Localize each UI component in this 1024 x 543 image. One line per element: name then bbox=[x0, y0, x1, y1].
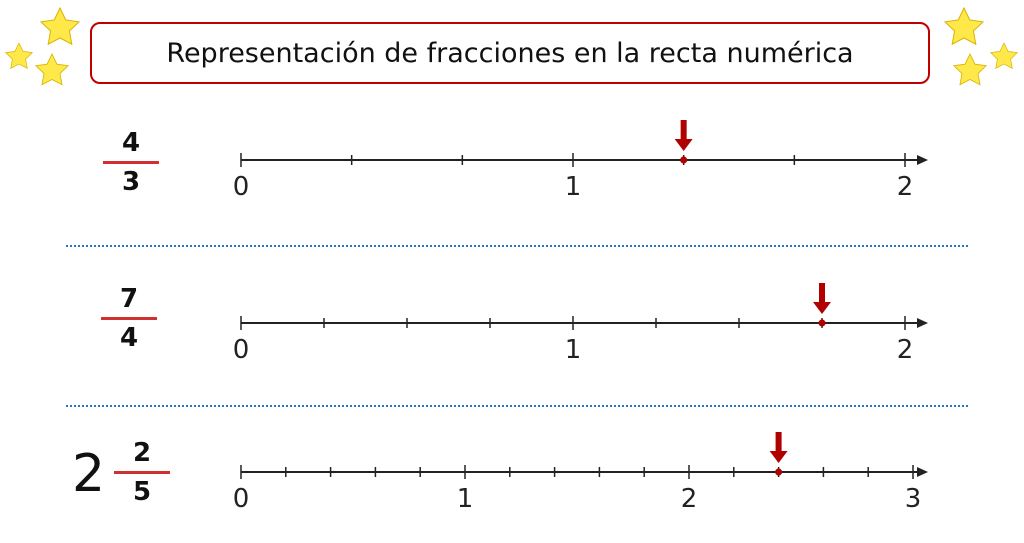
number-line-2-marker-shaft bbox=[819, 283, 825, 303]
star-icon bbox=[989, 42, 1019, 69]
number-line-2-tick-label: 0 bbox=[233, 335, 250, 365]
fraction-3-numerator: 2 bbox=[132, 438, 152, 468]
fraction-2-denominator: 4 bbox=[119, 323, 139, 353]
number-line-2-point bbox=[818, 319, 826, 327]
number-line-3-tick-label: 2 bbox=[681, 484, 698, 514]
number-line-3-marker-arrow-icon bbox=[769, 451, 788, 463]
number-line-3-tick-label: 0 bbox=[233, 484, 250, 514]
fraction-3-denominator: 5 bbox=[132, 477, 152, 507]
number-line-2-tick-label: 1 bbox=[565, 335, 582, 365]
star-icon bbox=[952, 53, 988, 86]
fraction-1-denominator: 3 bbox=[121, 167, 141, 197]
fraction-2-numerator: 7 bbox=[119, 284, 139, 314]
number-line-1-point bbox=[680, 156, 688, 164]
separator-1 bbox=[66, 245, 968, 247]
fraction-3: 2 5 bbox=[114, 438, 170, 507]
page-title: Representación de fracciones en la recta… bbox=[166, 37, 854, 69]
fraction-1-bar bbox=[103, 161, 159, 164]
number-line-2-tick-label: 2 bbox=[897, 335, 914, 365]
number-line-1-tick-label: 0 bbox=[233, 172, 250, 202]
star-icon bbox=[943, 6, 985, 46]
number-line-3-arrowhead-icon bbox=[917, 467, 928, 477]
number-line-2-arrowhead-icon bbox=[917, 318, 928, 328]
fraction-2: 7 4 bbox=[101, 284, 157, 353]
number-line-1-tick-label: 2 bbox=[897, 172, 914, 202]
number-line-3-point bbox=[775, 468, 783, 476]
number-line-1-tick-label: 1 bbox=[565, 172, 582, 202]
mixed-number-whole: 2 bbox=[72, 444, 106, 504]
fraction-2-bar bbox=[101, 317, 157, 320]
stars-right-icon bbox=[943, 6, 1019, 86]
number-line-1-arrowhead-icon bbox=[917, 155, 928, 165]
number-line-1-marker-shaft bbox=[680, 120, 687, 140]
number-line-3-marker-shaft bbox=[775, 432, 782, 452]
fraction-1-numerator: 4 bbox=[121, 128, 141, 158]
stars-left-icon bbox=[4, 6, 81, 86]
title-box: Representación de fracciones en la recta… bbox=[90, 22, 930, 84]
number-line-2-marker-arrow-icon bbox=[813, 302, 831, 314]
number-line-1-marker-arrow-icon bbox=[674, 139, 693, 151]
star-icon bbox=[4, 42, 34, 69]
star-icon bbox=[34, 53, 70, 86]
fraction-1: 4 3 bbox=[103, 128, 159, 197]
fraction-3-bar bbox=[114, 471, 170, 474]
star-icon bbox=[39, 6, 81, 46]
separator-2 bbox=[66, 405, 968, 407]
number-line-3-tick-label: 3 bbox=[905, 484, 922, 514]
number-line-3-tick-label: 1 bbox=[457, 484, 474, 514]
